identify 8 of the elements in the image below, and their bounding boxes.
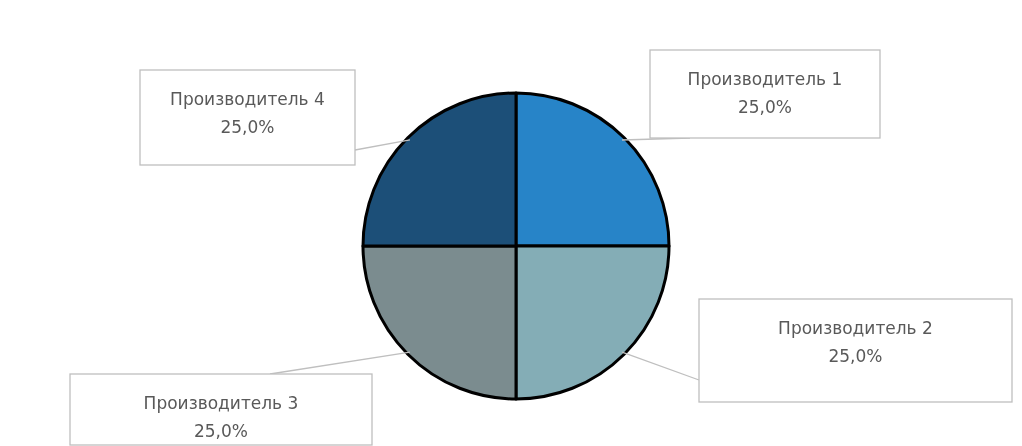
data-label: 25,0% [737,97,793,117]
slice-label: Производитель 4 [170,89,325,109]
slice-label: Производитель 2 [778,318,933,338]
data-label: 25,0% [220,117,275,137]
data-label: 25,0% [828,346,883,366]
data-label: 25,0% [193,421,249,441]
slice-label: Производитель 1 [687,69,843,89]
slice-label: Производитель 3 [143,393,299,413]
